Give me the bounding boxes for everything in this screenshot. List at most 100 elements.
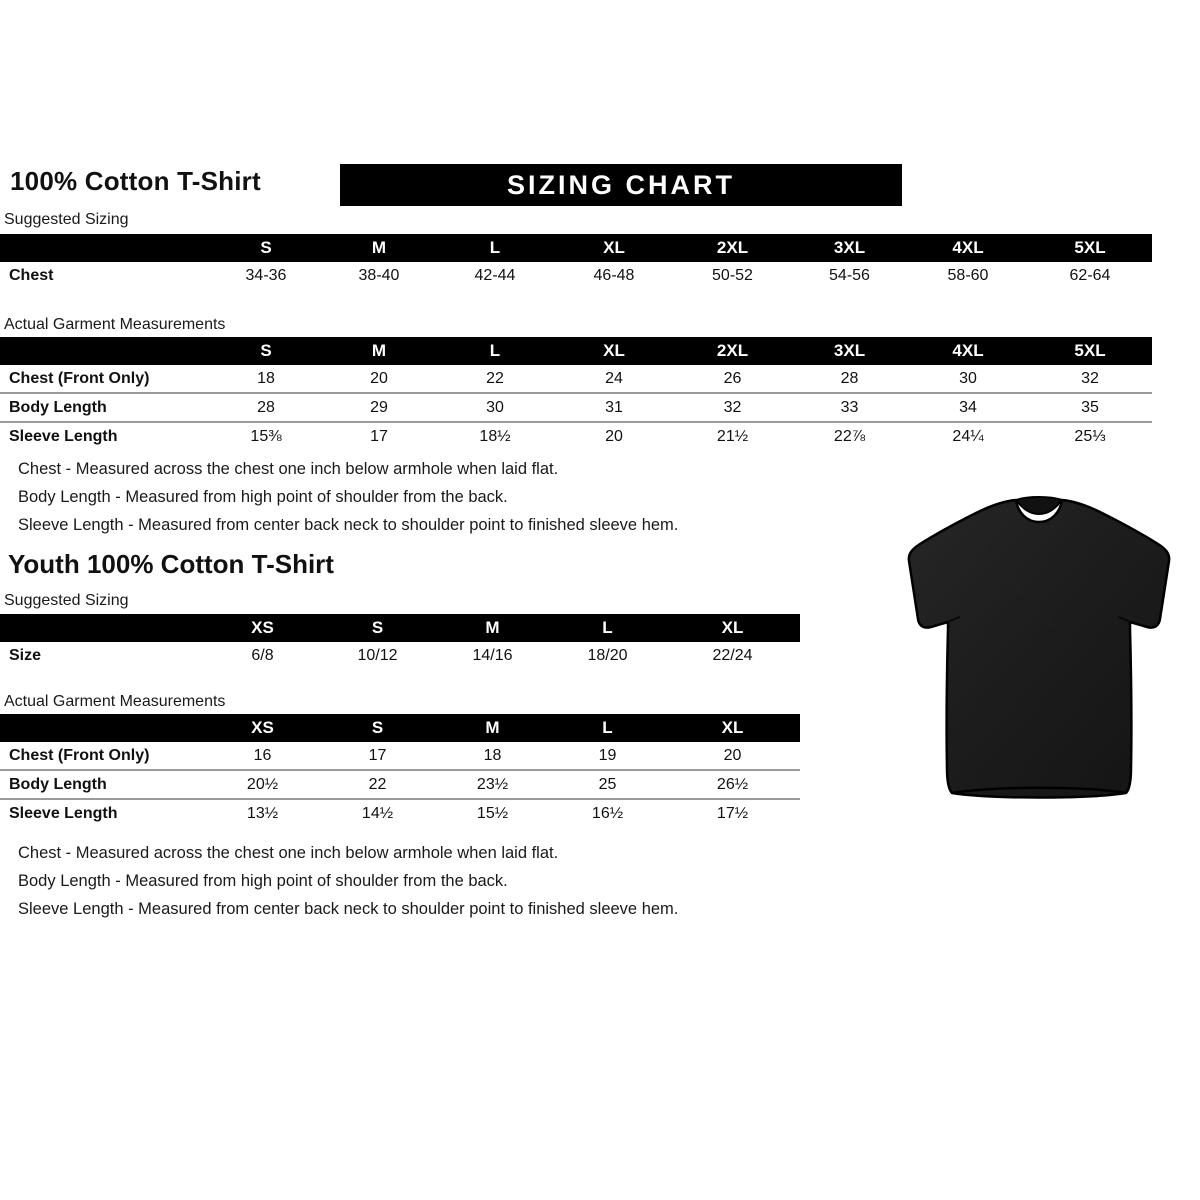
column-header: S [260,238,272,257]
youth-actual-measurements-table: XS S M L XL Chest (Front Only) 16 17 18 … [0,714,800,827]
column-header: M [485,718,500,737]
table-row: Body Length 28 29 30 31 32 33 34 35 [0,393,1152,423]
cell: 23½ [435,770,550,800]
table-row: Size 6/8 10/12 14/16 18/20 22/24 [0,642,800,669]
cell: 21½ [716,427,749,445]
cell: 20½ [205,770,320,800]
cell: 26 [674,365,791,394]
row-label: Sleeve Length [9,804,118,822]
column-header: M [485,618,500,637]
cell: 58-60 [947,266,989,284]
cell: 32 [674,393,791,423]
cell: 22/24 [712,646,753,664]
cell: 17½ [716,804,749,822]
column-header: S [260,341,272,360]
adult-section-title: 100% Cotton T-Shirt [10,166,261,196]
column-header: M [371,238,387,257]
cell: 20 [665,742,800,771]
column-header: S [371,718,384,737]
youth-note-body-length: Body Length - Measured from high point o… [18,872,508,890]
black-tshirt-icon [907,495,1171,799]
cell: 17 [320,742,435,771]
cell: 34 [908,393,1028,423]
adult-suggested-sizing-table: S M L XL 2XL 3XL 4XL 5XL Chest 34-36 38-… [0,234,1152,289]
cell: 18/20 [587,646,628,664]
table-row: Chest (Front Only) 18 20 22 24 26 28 30 … [0,365,1152,394]
column-header: 4XL [952,341,984,360]
column-header: 5XL [1074,238,1106,257]
cell: 15½ [476,804,509,822]
row-label: Body Length [0,770,205,800]
cell: 14/16 [472,646,513,664]
table-header-row: XS S M L XL [0,714,800,742]
column-header: 3XL [833,238,866,257]
table-row: Body Length 20½ 22 23½ 25 26½ [0,770,800,800]
cell: 22⅞ [833,427,866,445]
cell: 29 [322,393,436,423]
youth-suggested-sizing-table: XS S M L XL Size 6/8 10/12 14/16 18/20 2… [0,614,800,669]
cell: 13½ [246,804,279,822]
cell: 24¼ [952,427,984,445]
table-row: Chest 34-36 38-40 42-44 46-48 50-52 54-5… [0,262,1152,289]
cell: 28 [210,393,322,423]
table-header-row: S M L XL 2XL 3XL 4XL 5XL [0,337,1152,365]
row-label: Chest [9,266,54,284]
row-label: Chest (Front Only) [0,742,205,771]
column-header: S [371,618,384,637]
cell: 62-64 [1069,266,1111,284]
cell: 22 [436,365,554,394]
cell: 24 [554,365,674,394]
table-row: Sleeve Length 13½ 14½ 15½ 16½ 17½ [0,799,800,827]
cell: 25 [550,770,665,800]
cell: 16½ [591,804,624,822]
column-header: XL [603,238,625,257]
cell: 20 [322,365,436,394]
cell: 10/12 [357,646,398,664]
column-header: 3XL [833,341,866,360]
column-header: XL [603,341,625,360]
column-header: L [489,238,501,257]
column-header: L [489,341,501,360]
cell: 17 [370,427,388,445]
cell: 22 [320,770,435,800]
sizing-chart-banner-label: SIZING CHART [507,170,735,200]
cell: 33 [791,393,908,423]
column-header: L [602,618,613,637]
youth-note-chest: Chest - Measured across the chest one in… [18,844,559,862]
cell: 28 [791,365,908,394]
table-header-row: S M L XL 2XL 3XL 4XL 5XL [0,234,1152,262]
sizing-chart-banner: SIZING CHART [340,164,902,206]
adult-actual-measurements-table: S M L XL 2XL 3XL 4XL 5XL Chest (Front On… [0,337,1152,450]
cell: 18 [435,742,550,771]
table-row: Sleeve Length 15⅜ 17 18½ 20 21½ 22⅞ 24¼ … [0,422,1152,450]
adult-note-sleeve-length: Sleeve Length - Measured from center bac… [18,516,679,534]
cell: 6/8 [251,646,274,664]
youth-suggested-sizing-caption: Suggested Sizing [4,592,129,609]
cell: 26½ [665,770,800,800]
cell: 31 [554,393,674,423]
corner-cell [0,614,205,642]
column-header: 2XL [716,341,749,360]
cell: 32 [1028,365,1152,394]
cell: 50-52 [712,266,753,284]
cell: 19 [550,742,665,771]
corner-cell [0,337,210,365]
cell: 38-40 [358,266,400,284]
cell: 25⅓ [1074,427,1106,445]
row-label: Sleeve Length [9,427,118,445]
row-label: Chest (Front Only) [0,365,210,394]
cell: 34-36 [245,266,287,284]
cell: 54-56 [829,266,870,284]
column-header: 2XL [716,238,749,257]
tshirt-illustration [878,468,1200,808]
column-header: XS [251,618,274,637]
table-row: Chest (Front Only) 16 17 18 19 20 [0,742,800,771]
cell: 30 [908,365,1028,394]
cell: 18½ [479,427,511,445]
adult-actual-measurements-caption: Actual Garment Measurements [4,316,226,333]
youth-note-sleeve-length: Sleeve Length - Measured from center bac… [18,900,679,918]
adult-note-chest: Chest - Measured across the chest one in… [18,460,559,478]
cell: 35 [1028,393,1152,423]
youth-section-title: Youth 100% Cotton T-Shirt [8,549,334,579]
